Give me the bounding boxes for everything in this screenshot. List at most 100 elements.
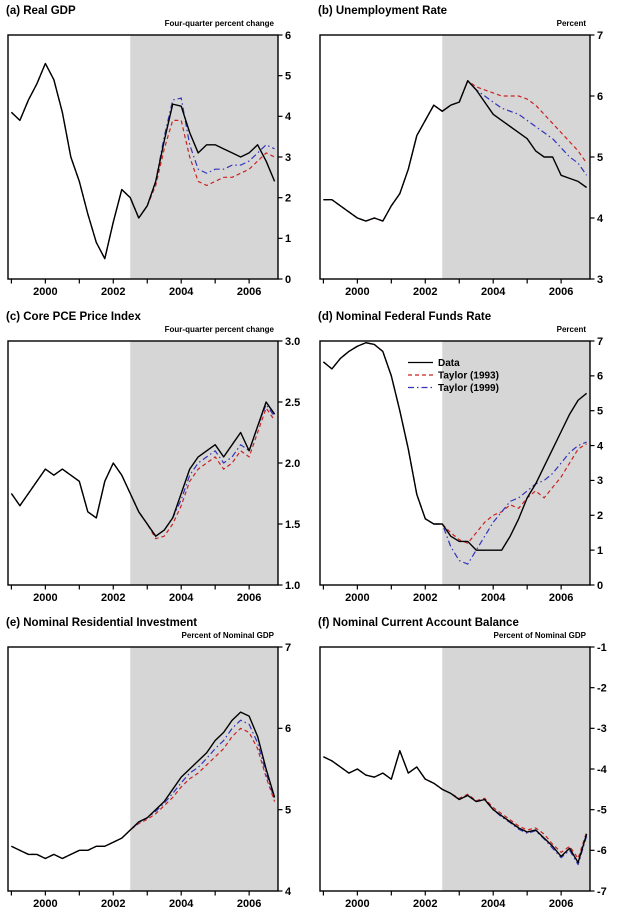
axis-unit-label: Percent bbox=[556, 325, 586, 334]
plot-frame bbox=[319, 340, 591, 586]
legend-label: Taylor (1999) bbox=[438, 383, 499, 394]
x-tick-label: 2004 bbox=[169, 592, 194, 604]
x-tick-label: 2000 bbox=[345, 898, 369, 910]
panel-title: (e) Nominal Residential Investment bbox=[6, 617, 198, 629]
y-tick-label: 7 bbox=[597, 30, 603, 42]
x-tick-label: 2000 bbox=[345, 592, 369, 604]
legend-label: Data bbox=[438, 358, 460, 369]
plot-frame bbox=[7, 34, 279, 280]
y-tick-label: 0 bbox=[285, 274, 291, 286]
panel-real-gdp: (a) Real GDP Four-quarter percent change… bbox=[0, 0, 312, 306]
y-tick-label: 3 bbox=[597, 274, 603, 286]
x-tick-label: 2002 bbox=[413, 898, 437, 910]
plot-area-real-gdp: 2000 2002 2004 2006 0 1 2 3 4 5 6 bbox=[6, 29, 308, 305]
y-tick-label: 5 bbox=[597, 152, 603, 164]
series-data-line bbox=[10, 401, 276, 537]
series-data-line bbox=[322, 342, 588, 551]
y-tick-label: 6 bbox=[285, 723, 291, 735]
y-tick-label: 5 bbox=[285, 804, 291, 816]
panel-title: (c) Core PCE Price Index bbox=[6, 311, 141, 323]
y-tick-label: 2.5 bbox=[285, 397, 300, 409]
forecast-shading bbox=[130, 341, 278, 585]
y-tick-label: 1.5 bbox=[285, 519, 300, 531]
y-tick-label: -2 bbox=[597, 682, 607, 694]
y-tick-label: 1 bbox=[285, 233, 291, 245]
x-tick-label: 2004 bbox=[481, 898, 506, 910]
x-tick-label: 2006 bbox=[549, 286, 573, 298]
x-tick-label: 2000 bbox=[33, 592, 57, 604]
x-tick-label: 2004 bbox=[481, 286, 506, 298]
plot-area-unemployment-rate: 2000 2002 2004 2006 3 4 5 6 7 bbox=[318, 29, 620, 305]
y-tick-label: 2 bbox=[597, 510, 603, 522]
y-tick-label: 6 bbox=[597, 371, 603, 383]
y-tick-label: 5 bbox=[597, 406, 603, 418]
plot-area-nominal-current-account-balance: 2000 2002 2004 2006 -7 -6 -5 -4 -3 -2 -1 bbox=[318, 641, 620, 917]
y-tick-label: 6 bbox=[597, 91, 603, 103]
x-tick-label: 2006 bbox=[549, 898, 573, 910]
forecast-shading bbox=[442, 341, 590, 585]
x-tick-label: 2000 bbox=[33, 898, 57, 910]
panel-title: (a) Real GDP bbox=[6, 5, 76, 17]
y-tick-label: 3 bbox=[285, 152, 291, 164]
y-tick-label: 2.0 bbox=[285, 458, 300, 470]
y-tick-label: -7 bbox=[597, 886, 607, 898]
x-tick-label: 2004 bbox=[481, 592, 506, 604]
y-tick-label: 2 bbox=[285, 192, 291, 204]
x-tick-label: 2006 bbox=[237, 898, 261, 910]
y-tick-label: -5 bbox=[597, 804, 607, 816]
panel-core-pce-price-index: (c) Core PCE Price Index Four-quarter pe… bbox=[0, 306, 312, 612]
plot-frame bbox=[319, 34, 591, 280]
legend-label: Taylor (1993) bbox=[438, 371, 499, 382]
series-data-line bbox=[323, 80, 588, 222]
y-tick-label: 4 bbox=[285, 111, 292, 123]
panel-title: (b) Unemployment Rate bbox=[318, 5, 448, 17]
y-tick-label: 6 bbox=[285, 30, 291, 42]
x-tick-label: 2000 bbox=[33, 286, 57, 298]
y-tick-label: 7 bbox=[597, 336, 603, 348]
plot-frame bbox=[319, 646, 591, 892]
x-tick-label: 2004 bbox=[169, 898, 194, 910]
x-tick-label: 2000 bbox=[345, 286, 369, 298]
y-tick-label: 1 bbox=[597, 545, 603, 557]
x-tick-label: 2002 bbox=[413, 286, 437, 298]
series-data-line bbox=[10, 62, 276, 260]
forecast-shading bbox=[130, 35, 278, 279]
chart-svg: 2000 2002 2004 2006 -7 -6 -5 -4 -3 -2 -1 bbox=[319, 642, 608, 910]
y-tick-label: 1.0 bbox=[285, 580, 300, 592]
y-tick-label: 4 bbox=[285, 886, 292, 898]
panel-title: (f) Nominal Current Account Balance bbox=[318, 617, 519, 629]
panel-unemployment-rate: (b) Unemployment Rate Percent 2000 2002 20… bbox=[312, 0, 624, 306]
chart-svg: 2000 2002 2004 2006 4 5 6 7 bbox=[7, 642, 292, 910]
panel-nominal-residential-investment: (e) Nominal Residential Investment Perce… bbox=[0, 612, 312, 917]
axis-unit-label: Four-quarter percent change bbox=[164, 325, 274, 334]
x-tick-label: 2006 bbox=[237, 286, 261, 298]
y-tick-label: -3 bbox=[597, 723, 607, 735]
y-tick-label: 0 bbox=[597, 580, 603, 592]
chart-svg: 2000 2002 2004 2006 0 1 2 3 4 5 6 bbox=[7, 30, 292, 298]
axis-unit-label: Percent of Nominal GDP bbox=[493, 631, 586, 640]
x-tick-label: 2006 bbox=[237, 592, 261, 604]
y-tick-label: -4 bbox=[597, 764, 608, 776]
plot-frame bbox=[7, 646, 279, 892]
x-tick-label: 2002 bbox=[101, 592, 125, 604]
chart-svg: 2000 2002 2004 2006 1.0 1.5 2.0 2.5 3.0 bbox=[7, 336, 300, 604]
x-tick-label: 2002 bbox=[413, 592, 437, 604]
axis-unit-label: Percent of Nominal GDP bbox=[181, 631, 274, 640]
forecast-shading bbox=[442, 35, 590, 279]
axis-unit-label: Four-quarter percent change bbox=[164, 19, 274, 28]
y-tick-label: 3 bbox=[597, 475, 603, 487]
forecast-shading bbox=[442, 647, 590, 891]
x-tick-label: 2002 bbox=[101, 898, 125, 910]
chart-svg: 2000 2002 2004 2006 0 1 2 3 4 5 6 7 Data Taylor (1993… bbox=[319, 336, 604, 604]
series-taylor-1999-line bbox=[11, 719, 276, 860]
panel-nominal-current-account-balance: (f) Nominal Current Account Balance Perc… bbox=[312, 612, 624, 917]
series-data-line bbox=[323, 749, 588, 864]
plot-frame bbox=[7, 340, 279, 586]
plot-area-nominal-federal-funds-rate: 2000 2002 2004 2006 0 1 2 3 4 5 6 7 Data Taylor (1993… bbox=[318, 335, 620, 611]
series-data-line bbox=[11, 711, 276, 860]
panel-title: (d) Nominal Federal Funds Rate bbox=[318, 311, 492, 323]
y-tick-label: -1 bbox=[597, 642, 607, 654]
y-tick-label: 3.0 bbox=[285, 336, 300, 348]
plot-area-nominal-residential-investment: 2000 2002 2004 2006 4 5 6 7 bbox=[6, 641, 308, 917]
